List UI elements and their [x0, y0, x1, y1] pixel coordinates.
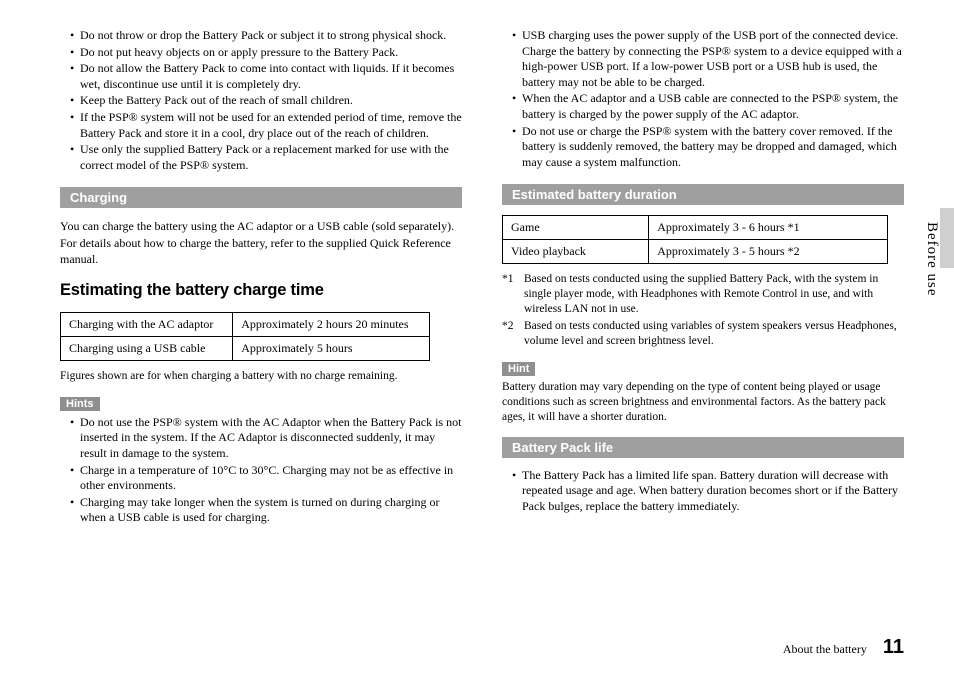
list-item: When the AC adaptor and a USB cable are … — [512, 91, 904, 122]
charge-note: Figures shown are for when charging a ba… — [60, 369, 462, 384]
list-item: The Battery Pack has a limited life span… — [512, 468, 904, 515]
table-cell: Charging using a USB cable — [61, 336, 233, 360]
hint-text: Battery duration may vary depending on t… — [502, 380, 904, 425]
battery-life-heading: Battery Pack life — [502, 437, 904, 458]
table-cell: Approximately 2 hours 20 minutes — [233, 312, 430, 336]
footnote: *1 Based on tests conducted using the su… — [502, 272, 904, 317]
footnote-text: Based on tests conducted using the suppl… — [524, 272, 904, 317]
footnote-marker: *2 — [502, 319, 524, 349]
side-section-label: Before use — [923, 222, 940, 297]
table-row: Game Approximately 3 - 6 hours *1 — [503, 216, 888, 240]
hint-badge: Hint — [502, 362, 535, 376]
list-item: Do not put heavy objects on or apply pre… — [70, 45, 462, 61]
list-item: Do not allow the Battery Pack to come in… — [70, 61, 462, 92]
usb-charging-list: USB charging uses the power supply of th… — [502, 28, 904, 170]
right-column: USB charging uses the power supply of th… — [502, 28, 904, 540]
battery-warnings-list: Do not throw or drop the Battery Pack or… — [60, 28, 462, 173]
table-row: Charging with the AC adaptor Approximate… — [61, 312, 430, 336]
list-item: Do not throw or drop the Battery Pack or… — [70, 28, 462, 44]
hints-badge: Hints — [60, 397, 100, 411]
table-cell: Game — [503, 216, 649, 240]
charge-time-heading: Estimating the battery charge time — [60, 281, 462, 300]
left-column: Do not throw or drop the Battery Pack or… — [60, 28, 462, 540]
charging-hints-list: Do not use the PSP® system with the AC A… — [60, 415, 462, 526]
table-cell: Approximately 5 hours — [233, 336, 430, 360]
list-item: Do not use the PSP® system with the AC A… — [70, 415, 462, 462]
footer-title: About the battery — [783, 642, 867, 657]
footnote-marker: *1 — [502, 272, 524, 317]
table-cell: Charging with the AC adaptor — [61, 312, 233, 336]
page-number: 11 — [883, 636, 904, 659]
list-item: USB charging uses the power supply of th… — [512, 28, 904, 90]
table-cell: Approximately 3 - 5 hours *2 — [649, 240, 888, 264]
charging-text: You can charge the battery using the AC … — [60, 218, 462, 267]
list-item: Use only the supplied Battery Pack or a … — [70, 142, 462, 173]
table-cell: Video playback — [503, 240, 649, 264]
duration-footnotes: *1 Based on tests conducted using the su… — [502, 272, 904, 349]
table-cell: Approximately 3 - 6 hours *1 — [649, 216, 888, 240]
battery-life-list: The Battery Pack has a limited life span… — [502, 468, 904, 515]
table-row: Charging using a USB cable Approximately… — [61, 336, 430, 360]
list-item: Keep the Battery Pack out of the reach o… — [70, 93, 462, 109]
footnote-text: Based on tests conducted using variables… — [524, 319, 904, 349]
footnote: *2 Based on tests conducted using variab… — [502, 319, 904, 349]
charging-heading: Charging — [60, 187, 462, 208]
list-item: Charge in a temperature of 10°C to 30°C.… — [70, 463, 462, 494]
list-item: Charging may take longer when the system… — [70, 495, 462, 526]
list-item: If the PSP® system will not be used for … — [70, 110, 462, 141]
list-item: Do not use or charge the PSP® system wit… — [512, 124, 904, 171]
page-footer: About the battery 11 — [783, 636, 904, 659]
side-tab — [940, 208, 954, 268]
duration-table: Game Approximately 3 - 6 hours *1 Video … — [502, 215, 888, 264]
table-row: Video playback Approximately 3 - 5 hours… — [503, 240, 888, 264]
charge-time-table: Charging with the AC adaptor Approximate… — [60, 312, 430, 361]
duration-heading: Estimated battery duration — [502, 184, 904, 205]
